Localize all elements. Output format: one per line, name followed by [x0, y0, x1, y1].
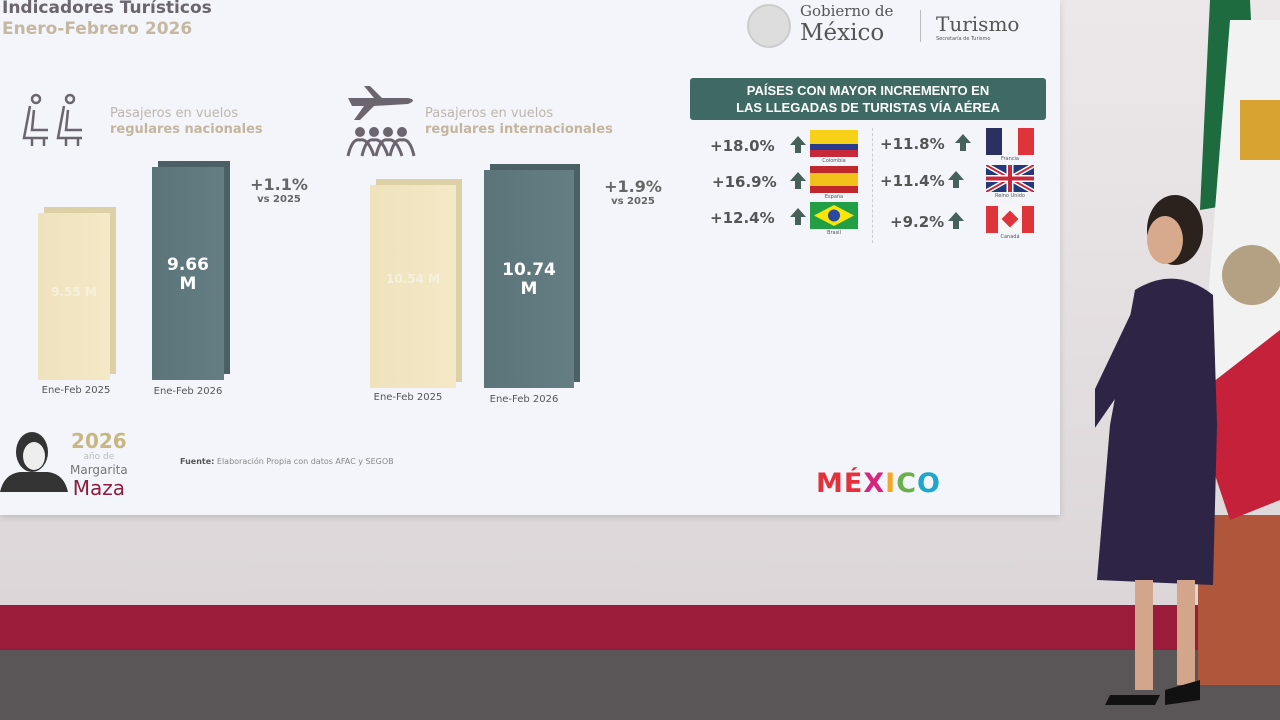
source-label: Fuente: [180, 457, 215, 466]
turismo-logo: Turismo Secretaría de Turismo [936, 12, 1019, 42]
government-seal-logo [747, 4, 791, 48]
chart2-title-line2: regulares internacionales [425, 122, 613, 137]
up-arrow-icon [955, 134, 971, 151]
slide-title: Indicadores Turísticos [2, 0, 212, 18]
country-change-value: +16.9% [712, 173, 777, 191]
airplane-people-icon [346, 86, 416, 157]
margarita-maza-logo: 2026 año de Margarita Maza [70, 430, 128, 499]
up-arrow-icon [948, 171, 964, 188]
logo-text: año de [83, 452, 115, 462]
chart2-category-label: Ene-Feb 2026 [489, 394, 559, 405]
country-name: España [824, 194, 844, 200]
logo-text: Maza [72, 476, 125, 500]
logo-text: Margarita [70, 463, 128, 477]
country-name: Reino Unido [995, 193, 1025, 199]
flag-icon [986, 128, 1034, 155]
change-ref: vs 2025 [257, 194, 301, 205]
country-name: Colombia [822, 158, 846, 164]
presentation-slide: Indicadores Turísticos Enero-Febrero 202… [0, 0, 1060, 515]
portrait-illustration [0, 432, 68, 492]
bar-value-label: 9.66 M [167, 255, 209, 295]
countries-banner: PAÍSES CON MAYOR INCREMENTO EN LAS LLEGAD… [690, 78, 1046, 120]
presenter-person [1095, 195, 1217, 705]
chart1-change: +1.1% vs 2025 [244, 176, 314, 206]
chart2-title: Pasajeros en vuelos regulares internacion… [425, 106, 613, 138]
chart2-title-line1: Pasajeros en vuelos [425, 106, 554, 121]
up-arrow-icon [790, 136, 806, 153]
up-arrow-icon [790, 208, 806, 225]
country-change-value: +11.8% [880, 135, 945, 153]
logo-text: 2026 [71, 429, 127, 453]
change-value: +1.1% [250, 175, 308, 194]
up-arrow-icon [790, 172, 806, 189]
flag-icon [810, 202, 858, 229]
chart2-bar-2026: 10.74 M [484, 169, 574, 388]
chart1-bar-2026: 9.66 M [152, 166, 224, 380]
country-name: Francia [1000, 156, 1019, 162]
flag-icon [810, 130, 858, 157]
table-divider [872, 128, 873, 243]
slide-subtitle: Enero-Febrero 2026 [2, 19, 193, 39]
source-text: Elaboración Propia con datos AFAC y SEGO… [216, 457, 394, 466]
chart1-title-line1: Pasajeros en vuelos [110, 106, 239, 121]
chart2-category-label: Ene-Feb 2025 [373, 392, 443, 403]
chart2-change: +1.9% vs 2025 [598, 178, 668, 208]
chart1-title-line2: regulares nacionales [110, 122, 263, 137]
airplane-seats-icon [22, 93, 82, 146]
banner-line2: LAS LLEGADAS DE TURISTAS VÍA AÉREA [736, 100, 1000, 115]
chart1-category-label: Ene-Feb 2025 [41, 385, 111, 396]
stage-strip [0, 605, 1280, 650]
country-change-value: +18.0% [710, 137, 775, 155]
up-arrow-icon [948, 212, 964, 229]
bar-value-label: 10.54 M [385, 272, 441, 287]
logo-text: México [800, 20, 885, 46]
country-change-value: +12.4% [710, 209, 775, 227]
country-change-value: +9.2% [890, 213, 945, 231]
chart1-bar-2025: 9.55 M [38, 213, 110, 380]
logo-subtext: Secretaría de Turismo [936, 36, 991, 42]
gobierno-mexico-logo: Gobierno de México [800, 2, 893, 46]
chart1-category-label: Ene-Feb 2026 [153, 386, 223, 397]
mexico-brand-logo: MÉXICO [816, 468, 941, 499]
chart1-title: Pasajeros en vuelos regulares nacionales [110, 106, 263, 138]
stage-floor [0, 650, 1280, 720]
source-note: Fuente: Elaboración Propia con datos AFA… [180, 457, 394, 466]
change-value: +1.9% [604, 177, 662, 196]
country-name: Brasil [827, 230, 841, 236]
change-ref: vs 2025 [611, 196, 655, 207]
flag-icon [986, 165, 1034, 192]
chart2-bar-2025: 10.54 M [370, 184, 456, 388]
logo-divider [920, 10, 921, 42]
bar-value-label: 9.55 M [51, 285, 97, 300]
country-change-value: +11.4% [880, 172, 945, 190]
logo-text: Gobierno de [800, 2, 894, 20]
banner-line1: PAÍSES CON MAYOR INCREMENTO EN [746, 83, 990, 98]
bar-value-label: 10.74 M [502, 260, 556, 300]
flag-icon [810, 166, 858, 193]
mexican-flag [1190, 0, 1280, 520]
country-name: Canadá [1000, 234, 1020, 240]
logo-text: Turismo [936, 12, 1020, 36]
flag-icon [986, 206, 1034, 233]
